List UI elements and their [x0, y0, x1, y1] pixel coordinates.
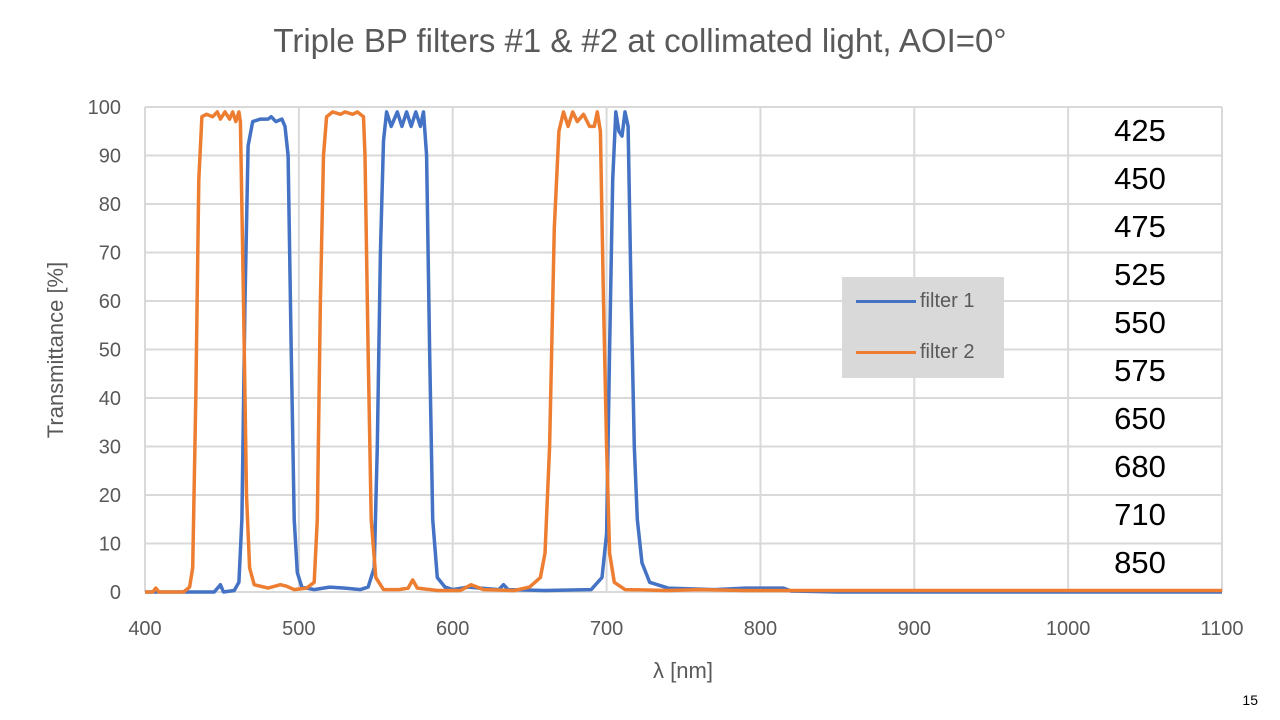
wavelength-label: 575 [1114, 353, 1166, 388]
wavelength-label: 650 [1114, 401, 1166, 436]
y-tick-label: 60 [99, 291, 121, 313]
x-tick-label: 1000 [1046, 618, 1091, 640]
wavelength-label: 550 [1114, 305, 1166, 340]
x-tick-label: 500 [282, 618, 315, 640]
legend-swatch [856, 351, 916, 354]
y-tick-label: 40 [99, 388, 121, 410]
legend-item-filter-1: filter 1 [856, 290, 974, 313]
legend-label: filter 2 [920, 341, 975, 363]
y-tick-label: 100 [88, 97, 121, 119]
y-tick-label: 90 [99, 146, 121, 168]
y-tick-label: 30 [99, 437, 121, 459]
legend-item-filter-2: filter 2 [856, 341, 974, 364]
x-tick-label: 700 [590, 618, 623, 640]
wavelength-label: 850 [1114, 545, 1166, 580]
series-line-filter-1 [145, 110, 1222, 594]
wavelength-label: 425 [1114, 113, 1166, 148]
legend: filter 1 filter 2 [842, 277, 1004, 378]
x-tick-label: 900 [898, 618, 931, 640]
gridlines [144, 106, 1223, 593]
x-tick-labels: 400 500 600 700 800 900 1000 1100 [128, 618, 1243, 640]
wavelength-label: 680 [1114, 449, 1166, 484]
y-tick-labels: 0 10 20 30 40 50 60 70 80 90 100 [88, 97, 121, 604]
legend-label: filter 1 [920, 290, 975, 312]
y-tick-label: 70 [99, 243, 121, 265]
page-number: 15 [1242, 692, 1258, 708]
y-axis-label: Transmittance [%] [43, 262, 68, 438]
chart-title: Triple BP filters #1 & #2 at collimated … [273, 22, 1007, 59]
x-tick-label: 800 [744, 618, 777, 640]
y-tick-label: 50 [99, 340, 121, 362]
x-tick-label: 400 [128, 618, 161, 640]
legend-swatch [856, 300, 916, 303]
wavelength-label: 525 [1114, 257, 1166, 292]
wavelength-label: 475 [1114, 209, 1166, 244]
x-tick-label: 600 [436, 618, 469, 640]
x-axis-label: λ [nm] [653, 658, 713, 683]
series-lines [145, 110, 1222, 594]
y-tick-label: 10 [99, 534, 121, 556]
y-tick-label: 0 [110, 582, 121, 604]
wavelength-label: 710 [1114, 497, 1166, 532]
series-line-filter-2 [145, 110, 1222, 594]
y-tick-label: 80 [99, 194, 121, 216]
wavelength-annotations: 425 450 475 525 550 575 650 680 710 850 [1114, 113, 1166, 580]
x-tick-label: 1100 [1200, 618, 1243, 640]
wavelength-label: 450 [1114, 161, 1166, 196]
y-tick-label: 20 [99, 485, 121, 507]
